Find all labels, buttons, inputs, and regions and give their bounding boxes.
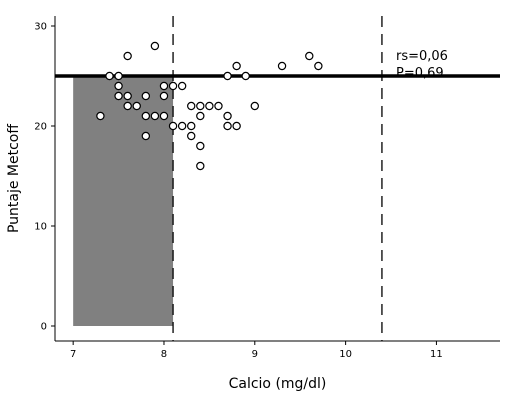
data-point-3 [114, 81, 123, 91]
data-point-31 [223, 111, 232, 121]
data-point-13 [150, 111, 160, 121]
data-point-0 [96, 111, 105, 121]
y-tick-label-10: 10 [34, 222, 47, 233]
annotation-p: P=0,69 [396, 66, 444, 81]
data-point-15 [159, 91, 169, 101]
data-point-17 [168, 81, 178, 91]
data-point-11 [141, 131, 151, 141]
data-point-8 [132, 101, 141, 111]
x-axis-title: Calcio (mg/dl) [229, 376, 327, 392]
ticks: 7 8 9 10 11 0 10 20 30 [34, 22, 443, 361]
x-tick-label-9: 9 [252, 349, 258, 360]
data-point-26 [196, 141, 205, 151]
data-point-19 [177, 81, 187, 91]
data-point-4 [114, 91, 123, 101]
data-point-30 [223, 71, 232, 81]
data-point-22 [187, 121, 196, 131]
x-tick-label-10: 10 [339, 349, 352, 360]
data-point-20 [177, 121, 187, 131]
data-point-2 [114, 71, 123, 81]
data-point-38 [305, 51, 314, 61]
data-point-5 [123, 51, 132, 61]
data-point-27 [196, 161, 205, 171]
data-point-7 [123, 101, 132, 111]
data-point-14 [159, 81, 169, 91]
annotation-rs: rs=0,06 [396, 49, 448, 64]
data-point-10 [141, 111, 151, 121]
x-tick-label-11: 11 [430, 349, 443, 360]
data-point-25 [196, 111, 205, 121]
data-point-39 [314, 61, 323, 71]
data-point-28 [205, 101, 214, 111]
data-point-12 [150, 41, 160, 51]
data-point-6 [123, 91, 132, 101]
data-point-23 [187, 131, 196, 141]
y-axis-title: Puntaje Metcoff [6, 124, 22, 233]
x-tick-label-8: 8 [161, 349, 167, 360]
data-point-34 [232, 121, 241, 131]
data-point-37 [277, 61, 287, 71]
data-point-33 [232, 61, 241, 71]
x-tick-label-7: 7 [70, 349, 76, 360]
y-tick-label-20: 20 [34, 122, 47, 133]
data-point-36 [250, 101, 259, 111]
y-tick-label-0: 0 [41, 322, 47, 333]
data-point-9 [141, 91, 151, 101]
data-point-32 [223, 121, 232, 131]
plot-area [55, 16, 500, 341]
y-tick-label-30: 30 [34, 22, 47, 33]
axes [54, 16, 500, 342]
data-point-24 [196, 101, 205, 111]
data-point-21 [187, 101, 196, 111]
data-point-16 [159, 111, 169, 121]
data-point-29 [214, 101, 223, 111]
data-point-35 [241, 71, 250, 81]
data-point-18 [168, 121, 178, 131]
data-point-1 [105, 71, 114, 81]
